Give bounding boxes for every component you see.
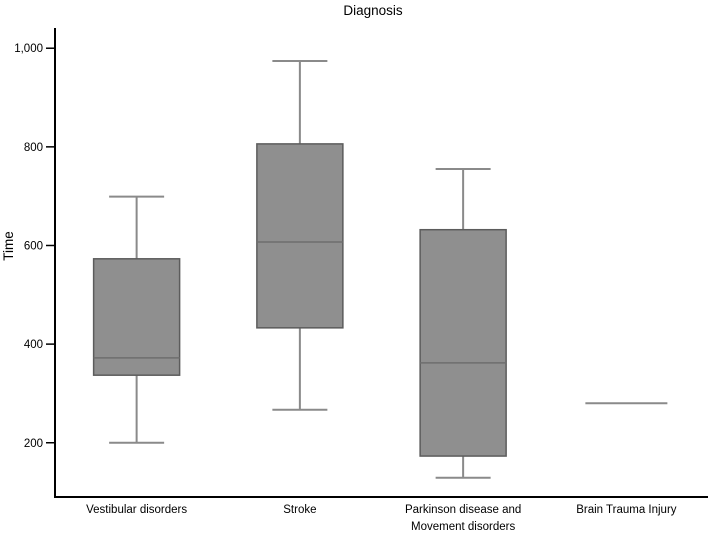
y-tick-label: 200 — [24, 438, 43, 450]
category-label-line: Brain Trauma Injury — [576, 504, 677, 516]
category-label: Parkinson disease and Movement disorders — [405, 504, 521, 533]
chart-title: Diagnosis — [343, 3, 403, 18]
category-label: Brain Trauma Injury — [576, 504, 677, 516]
category-label-line: Movement disorders — [411, 521, 515, 533]
box-rect — [256, 143, 344, 329]
box-rect — [419, 228, 507, 457]
box-group-1 — [256, 60, 344, 411]
y-tick-label: 1,000 — [14, 43, 43, 55]
box-group-2 — [419, 168, 507, 479]
y-axis-title: Time — [1, 231, 16, 261]
category-label-line: Vestibular disorders — [86, 504, 187, 516]
y-tick-label: 800 — [24, 142, 43, 154]
category-label: Vestibular disorders — [86, 504, 187, 516]
category-label: Stroke — [283, 504, 316, 516]
y-tick-label: 400 — [24, 339, 43, 351]
box-rect — [92, 258, 181, 376]
category-label-line: Stroke — [283, 504, 316, 516]
category-label-line: Parkinson disease and — [405, 504, 521, 516]
y-tick-label: 600 — [24, 240, 43, 252]
plot-content: 200 400 600 800 1,000 Vestibular disorders Str… — [14, 28, 708, 533]
box-group-0 — [92, 195, 181, 444]
